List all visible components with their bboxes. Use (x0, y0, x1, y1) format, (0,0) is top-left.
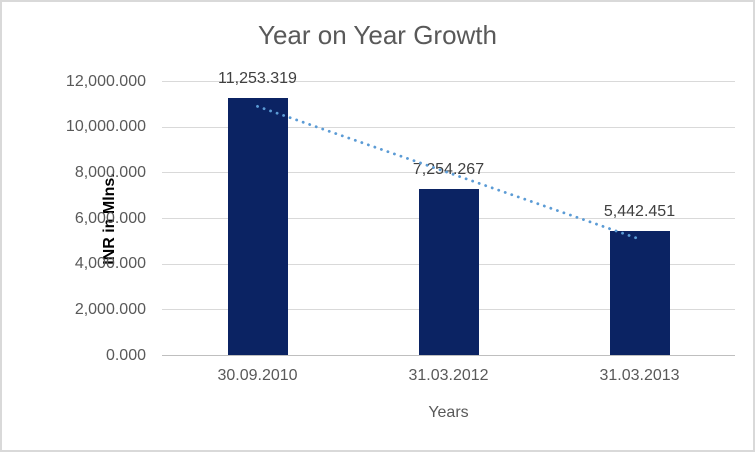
y-axis-tick-label: 6,000.000 (74, 209, 146, 227)
x-axis-line (162, 355, 735, 356)
y-axis-tick-label: 8,000.000 (74, 163, 146, 181)
bar-value-label: 7,254.267 (412, 161, 485, 179)
y-axis-tick-label: 12,000.000 (65, 72, 146, 90)
gridline (162, 81, 735, 82)
bar-30.09.2010 (227, 98, 288, 355)
plot-area: 11,253.319 7,254.267 5,442.451 (162, 70, 735, 356)
x-axis-tick-label: 30.09.2010 (217, 367, 298, 384)
bar-31.03.2012 (418, 189, 479, 355)
bar-value-label: 11,253.319 (218, 70, 297, 88)
chart-title: Year on Year Growth (258, 20, 497, 50)
x-axis-title: Years (428, 404, 469, 421)
y-axis-tick-label: 0.000 (105, 346, 146, 364)
x-axis-tick-label: 31.03.2013 (599, 367, 680, 384)
y-axis-tick-label: 10,000.000 (65, 118, 146, 136)
bar-value-label: 5,442.451 (603, 202, 676, 220)
bar-31.03.2013 (609, 230, 670, 355)
y-axis-tick-label: 2,000.000 (74, 300, 146, 318)
x-axis-tick-label: 31.03.2012 (408, 367, 489, 384)
y-axis-tick-label: 4,000.000 (74, 255, 146, 273)
